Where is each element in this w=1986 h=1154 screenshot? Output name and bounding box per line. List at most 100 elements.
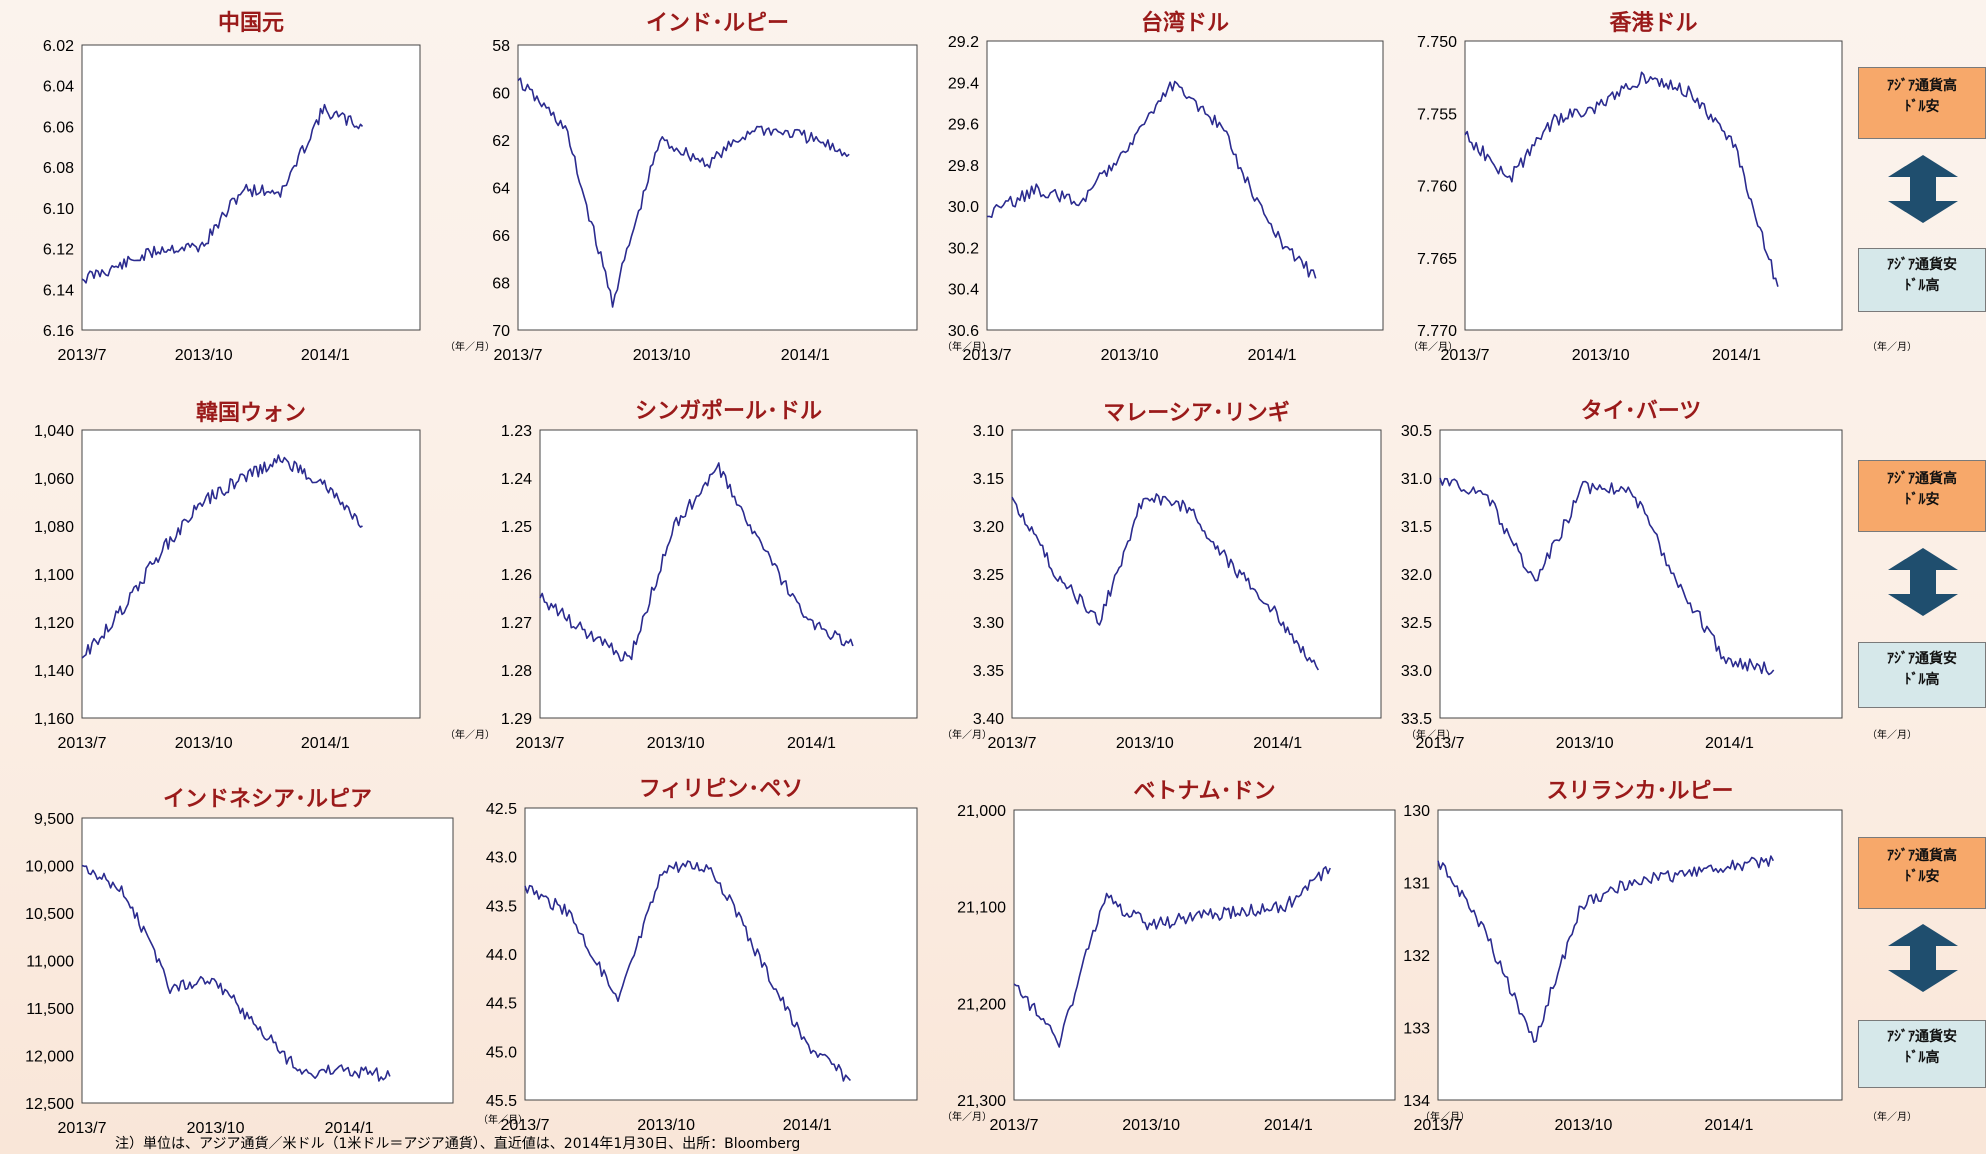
y-tick-label: 32.5 [1401,615,1432,632]
y-tick-label: 21,000 [957,803,1006,820]
y-tick-label: 3.15 [973,471,1004,488]
chart-title: フィリピン･ペソ [639,777,804,802]
x-tick-label: 2013/10 [175,735,233,752]
y-tick-label: 62 [492,133,510,150]
plot-frame [517,44,918,331]
y-tick-label: 7.760 [1417,179,1457,196]
legend-asia-up-2: ｱｼﾞｱ通貨高 ﾄﾞﾙ安 [1858,460,1986,532]
y-tick-label: 130 [1403,803,1430,820]
chart-1: インド･ルピー 58 60 62 64 66 68 70 2013/7 2013/10 2014/1… [492,11,992,364]
unit-label: （年／月） [1867,1110,1917,1123]
y-tick-label: 1,160 [34,711,74,728]
y-tick-label: 6.02 [43,38,74,55]
plot-frame [986,40,1384,331]
legend-down-line2: ﾄﾞﾙ高 [1904,278,1940,294]
x-tick-label: 2013/10 [1572,347,1630,364]
chart-title: ベトナム･ドン [1133,779,1275,804]
chart-title: インド･ルピー [646,11,789,36]
chart-7: タイ･バーツ 30.5 31.0 31.5 32.0 32.5 33.0 33.5 2013/7… [1401,399,1917,752]
legend-asia-up-3: ｱｼﾞｱ通貨高 ﾄﾞﾙ安 [1858,837,1986,909]
chart-title: シンガポール･ドル [635,398,822,424]
x-tick-label: 2013/7 [58,347,107,364]
legend-up-line2: ﾄﾞﾙ安 [1904,869,1940,885]
chart-6: マレーシア･リンギ 3.10 3.15 3.20 3.25 3.30 3.35 3.40 201… [973,401,1456,752]
x-tick-label: 2014/1 [1712,347,1761,364]
chart-11: スリランカ･ルピー 130 131 132 133 134 2013/7 2013/10 201… [1403,779,1917,1134]
x-tick-label: 2014/1 [301,735,350,752]
chart-title: 韓国ウォン [196,400,306,426]
unit-label: （年／月） [445,728,495,741]
chart-5: シンガポール･ドル 1.23 1.24 1.25 1.26 1.27 1.28 1.29 201… [501,398,992,752]
y-tick-label: 12,000 [25,1049,74,1066]
y-tick-label: 44.5 [486,996,517,1013]
unit-label: （年／月） [1406,728,1456,741]
y-tick-label: 1,140 [34,663,74,680]
unit-label: （年／月） [1420,1110,1470,1123]
unit-label: （年／月） [1867,728,1917,741]
plot-frame [1439,429,1843,719]
y-tick-label: 11,500 [26,1001,74,1018]
x-tick-label: 2013/10 [1122,1117,1180,1134]
y-tick-label: 44.0 [486,947,517,964]
x-tick-label: 2014/1 [1248,347,1297,364]
y-tick-label: 1.24 [501,471,532,488]
chart-9: フィリピン･ペソ 42.5 43.0 43.5 44.0 44.5 45.0 45.5 2013… [486,777,992,1134]
y-tick-label: 31.0 [1401,471,1432,488]
y-tick-label: 30.4 [948,282,979,299]
unit-label: （年／月） [1408,340,1458,353]
x-tick-label: 2013/7 [516,735,565,752]
x-tick-label: 2014/1 [787,735,836,752]
x-tick-label: 2014/1 [1704,1117,1753,1134]
y-tick-label: 6.10 [43,201,74,218]
legend-down-line1: ｱｼﾞｱ通貨安 [1887,257,1957,273]
y-tick-label: 12,500 [25,1096,74,1113]
y-tick-label: 3.20 [973,519,1004,536]
x-tick-label: 2013/10 [647,735,705,752]
chart-title: 中国元 [218,11,284,36]
chart-title: タイ･バーツ [1581,399,1702,424]
x-tick-label: 2014/1 [301,347,350,364]
y-tick-label: 45.5 [486,1093,517,1110]
chart-0: 中国元 6.02 6.04 6.06 6.08 6.10 6.12 6.14 6.16 2013/… [43,11,495,364]
unit-label: （年／月） [445,340,495,353]
series-line [1464,71,1779,287]
x-tick-label: 2013/7 [58,735,107,752]
chart-3: 香港ドル 7.750 7.755 7.760 7.765 7.770 2013/7 2013/… [1417,11,1917,364]
y-tick-label: 131 [1403,876,1430,893]
y-tick-label: 1,100 [34,567,74,584]
y-tick-label: 29.6 [948,117,979,134]
x-tick-label: 2014/1 [325,1120,374,1137]
y-tick-label: 1,060 [34,471,74,488]
plot-frame [539,429,918,719]
x-tick-label: 2013/7 [1414,1117,1463,1134]
x-tick-label: 2013/7 [1441,347,1490,364]
plot-frame [1464,40,1843,331]
chart-title: 香港ドル [1609,11,1697,36]
x-tick-label: 2013/7 [501,1117,550,1134]
series-line [81,454,363,659]
y-tick-label: 21,300 [957,1093,1006,1110]
y-tick-label: 68 [492,276,510,293]
chart-10: ベトナム･ドン 21,000 21,100 21,200 21,300 2013/7 201… [957,779,1470,1134]
y-tick-label: 43.0 [486,850,517,867]
x-tick-label: 2014/1 [1253,735,1302,752]
y-tick-label: 58 [492,38,510,55]
double-arrow-icon [1888,155,1958,223]
x-tick-label: 2013/7 [58,1120,107,1137]
series-line [1013,866,1331,1048]
plot-frame [524,807,918,1101]
y-tick-label: 30.0 [948,199,979,216]
legend-asia-down-3: ｱｼﾞｱ通貨安 ﾄﾞﾙ高 [1858,1020,1986,1088]
y-tick-label: 32.0 [1401,567,1432,584]
series-line [81,864,391,1082]
y-tick-label: 132 [1403,948,1430,965]
plot-frame [1437,809,1843,1101]
y-tick-label: 29.4 [948,75,979,92]
double-arrow-icon [1888,548,1958,616]
y-tick-label: 1.29 [501,711,532,728]
y-tick-label: 45.0 [486,1044,517,1061]
y-tick-label: 66 [492,228,510,245]
y-tick-label: 7.770 [1417,323,1457,340]
x-tick-label: 2013/7 [494,347,543,364]
